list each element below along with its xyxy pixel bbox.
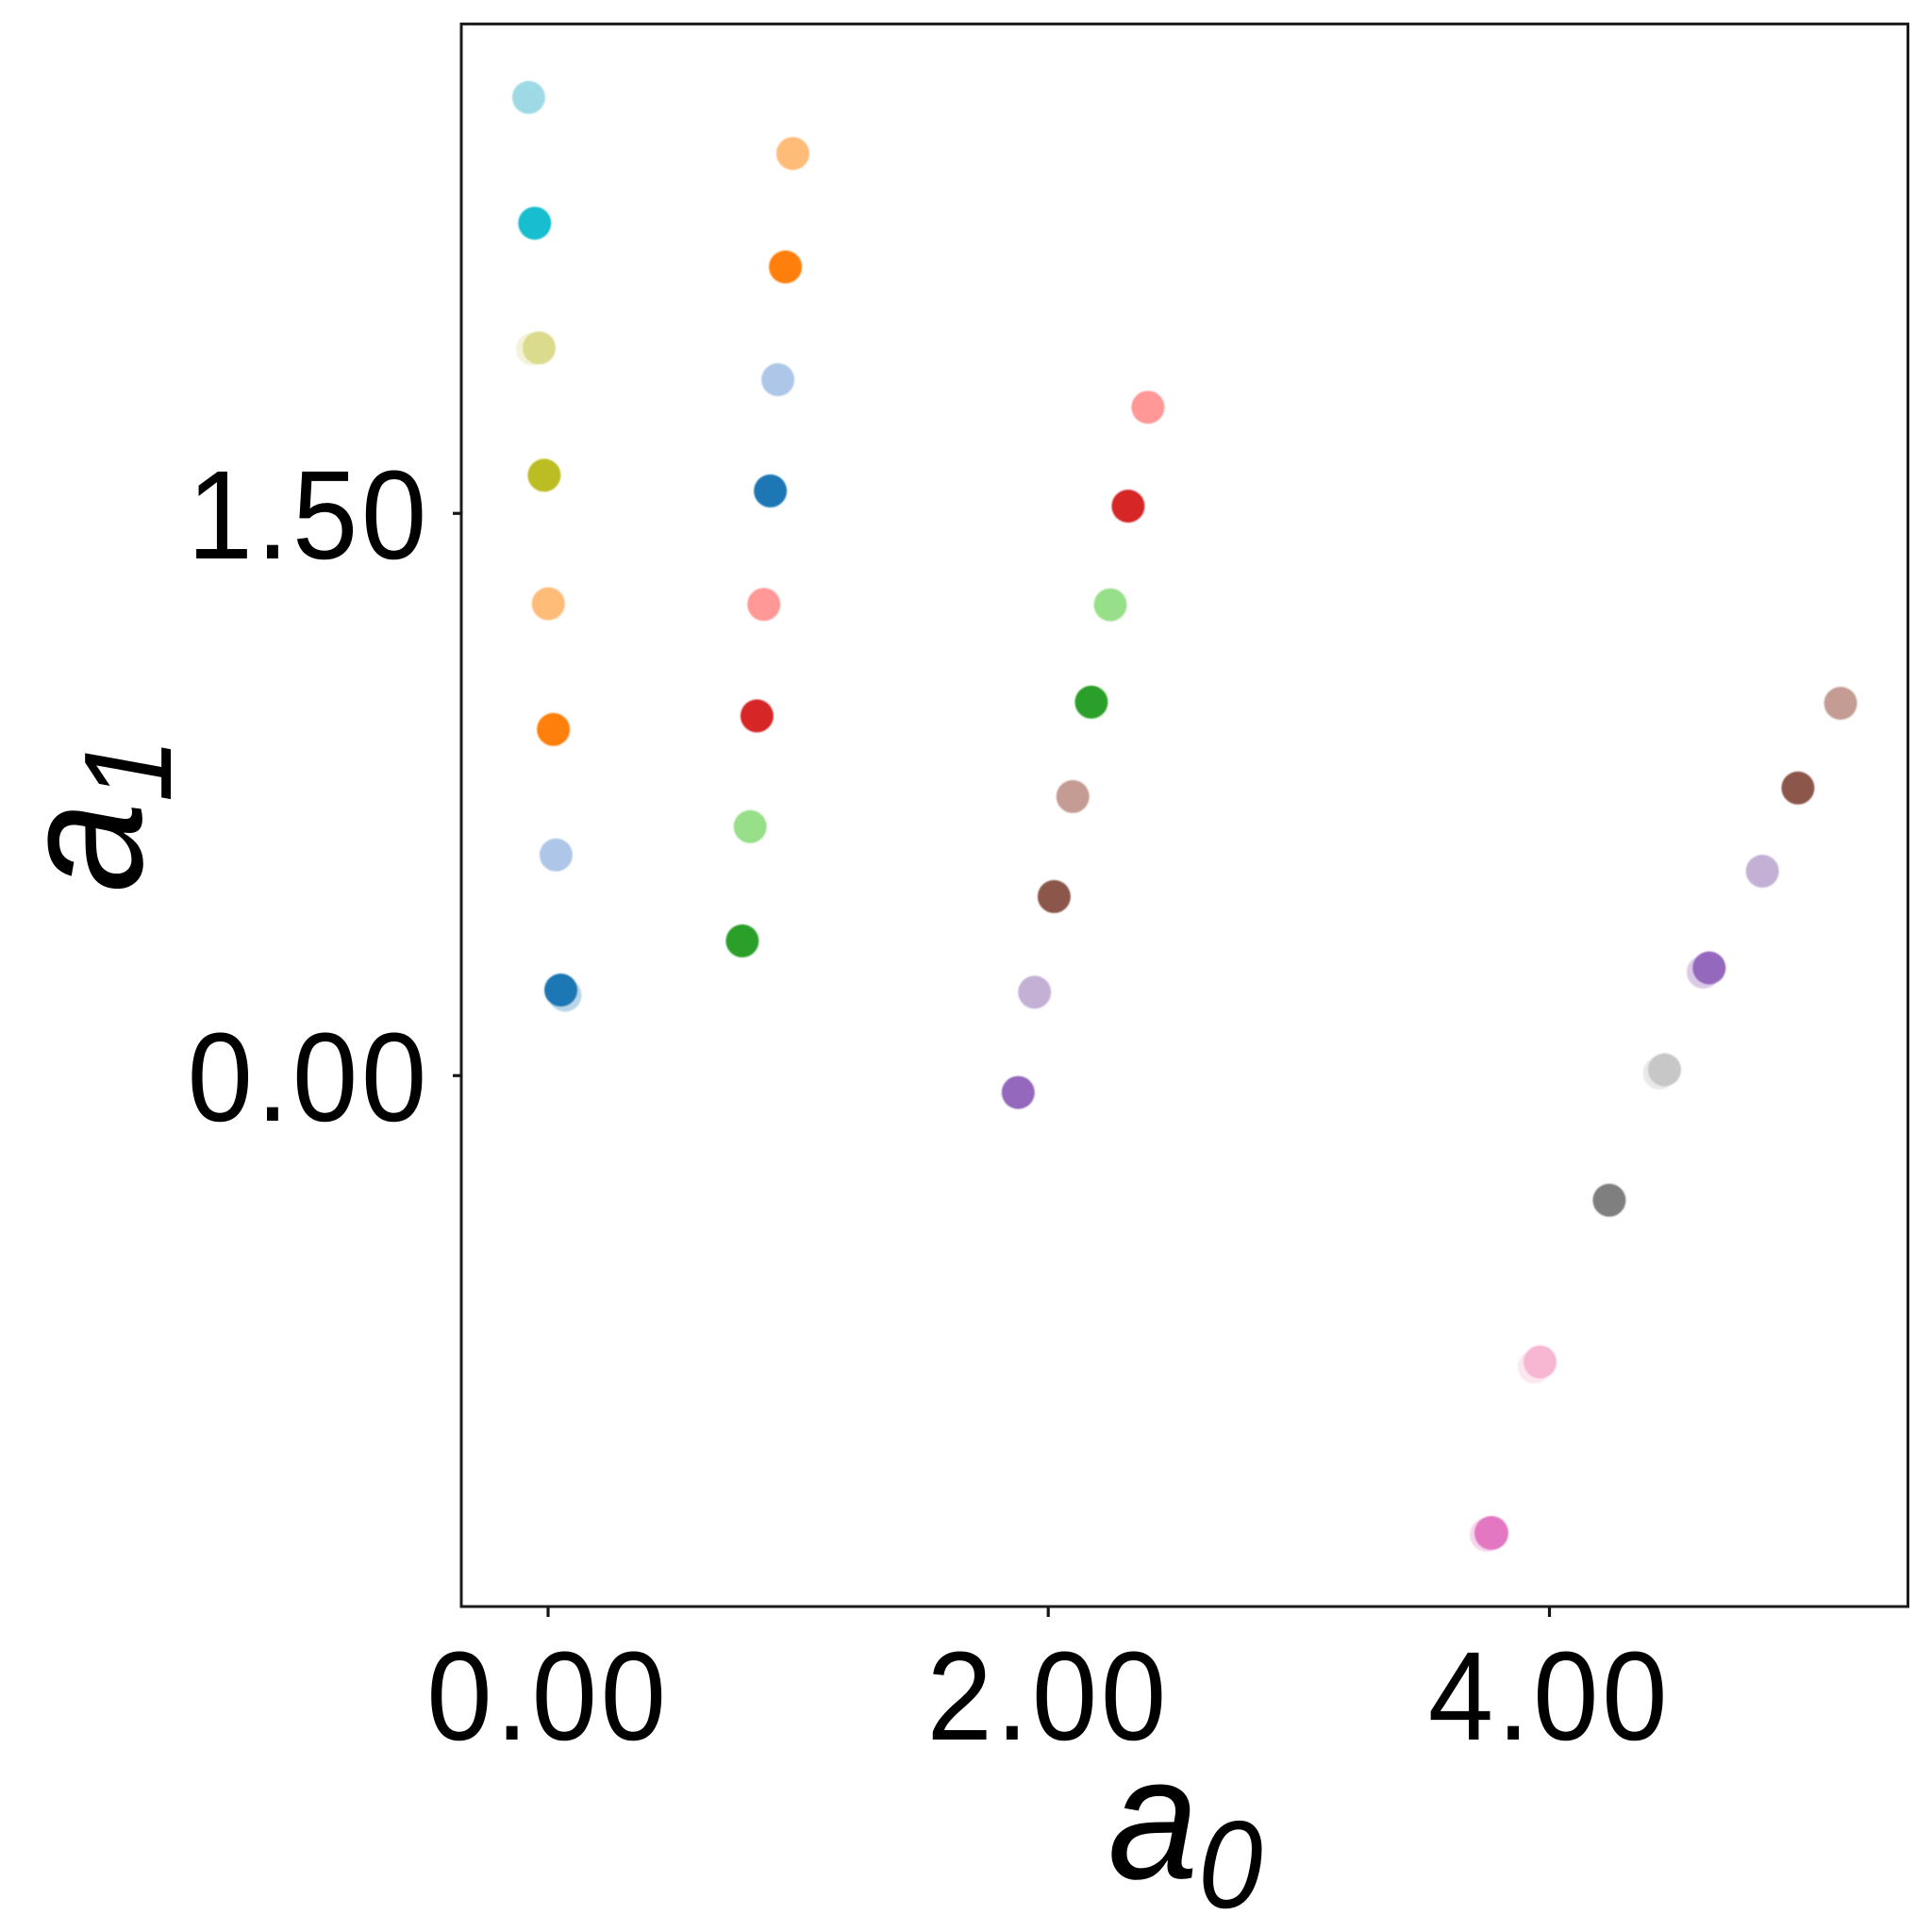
svg-text:1.50: 1.50 [188, 445, 430, 586]
svg-text:a1: a1 [0, 738, 198, 892]
svg-text:2.00: 2.00 [926, 1626, 1169, 1767]
svg-text:0.00: 0.00 [188, 1008, 430, 1148]
svg-text:4.00: 4.00 [1428, 1626, 1671, 1767]
svg-text:0.00: 0.00 [426, 1626, 669, 1767]
svg-text:a0: a0 [1108, 1720, 1263, 1932]
